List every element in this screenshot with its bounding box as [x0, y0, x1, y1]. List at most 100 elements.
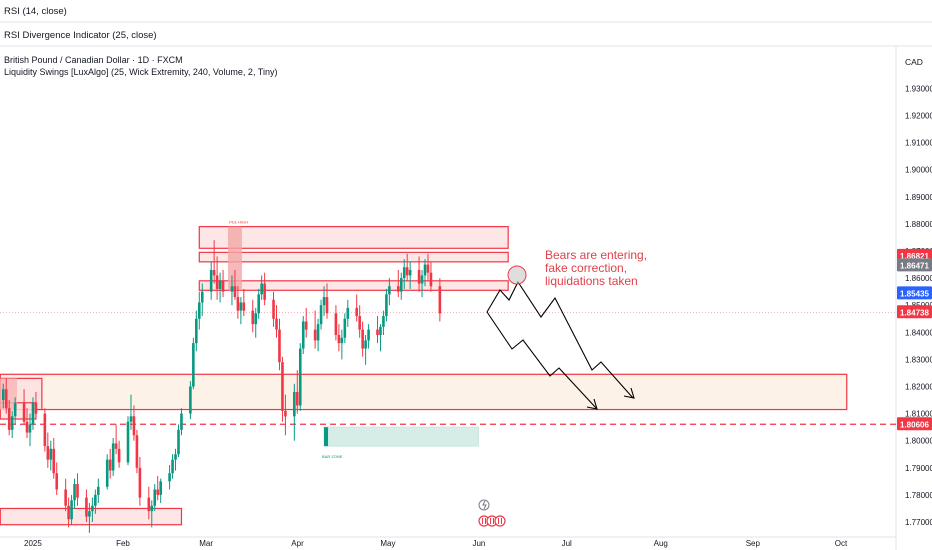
earnings-event-icon[interactable] — [494, 515, 506, 527]
candle-body — [189, 386, 192, 414]
candle-body — [111, 443, 115, 471]
candle-body — [174, 454, 177, 460]
zone-mid-supply — [198, 251, 509, 263]
candle-body — [355, 307, 358, 317]
price-tag-label: 1.86471 — [900, 261, 929, 270]
candle-body — [31, 402, 35, 425]
price-tick-label: 1.80000 — [905, 437, 932, 446]
price-tag — [897, 305, 932, 319]
time-tick-label: Apr — [291, 539, 304, 548]
candle-body — [10, 416, 14, 430]
candle-body — [13, 402, 17, 417]
time-tick-label: Aug — [654, 539, 668, 548]
candle-body — [396, 286, 400, 292]
candle-body — [215, 275, 219, 289]
left-block-highlight — [0, 378, 17, 410]
candle-body — [233, 286, 237, 298]
rsi-divergence-panel-label[interactable]: RSI Divergence Indicator (25, close) — [4, 30, 157, 41]
candle-body — [147, 497, 151, 512]
candle-body — [94, 494, 97, 506]
time-tick-label: Jun — [472, 539, 485, 548]
candle-body — [275, 318, 278, 330]
price-tick-label: 1.88000 — [905, 220, 932, 229]
candle-body — [200, 291, 204, 303]
candle-body — [405, 267, 409, 276]
candle-body — [218, 280, 222, 289]
price-tag-label: 1.84738 — [900, 308, 929, 317]
candle-body — [364, 340, 367, 349]
candle-body — [322, 297, 326, 306]
candle-body — [73, 484, 76, 501]
candle-body — [399, 278, 403, 292]
candle-body — [313, 329, 317, 341]
candle-body — [423, 264, 427, 276]
time-tick-label: Feb — [116, 539, 130, 548]
candle-body — [340, 337, 344, 344]
price-tick-label: 1.79000 — [905, 464, 932, 473]
candle-body — [108, 459, 112, 471]
time-tick-label: Sep — [746, 539, 761, 548]
price-tag-label: 1.85435 — [900, 289, 929, 298]
candle-body — [298, 348, 302, 406]
candle-body — [420, 275, 424, 284]
annotation-line-2: fake correction, — [545, 261, 628, 275]
candle-body — [129, 416, 133, 422]
time-tick-label: 2025 — [24, 539, 42, 548]
candle-body — [132, 416, 136, 436]
time-tick-label: Mar — [199, 539, 213, 548]
price-tick-label: 1.81000 — [905, 410, 932, 419]
candle-body — [316, 324, 320, 341]
candle-body — [376, 329, 379, 336]
candle-body — [221, 280, 225, 292]
candle-body — [385, 294, 388, 317]
candle-body — [334, 313, 338, 336]
price-tick-label: 1.84000 — [905, 328, 932, 337]
candle-body — [153, 489, 157, 506]
candle-body — [438, 286, 442, 314]
price-tick-label: 1.83000 — [905, 355, 932, 364]
price-tag-label: 1.86821 — [900, 252, 929, 261]
candle-body — [382, 316, 385, 327]
candle-body — [76, 484, 79, 498]
time-tick-label: May — [380, 539, 395, 548]
candle-body — [168, 473, 171, 482]
candle-body — [105, 459, 109, 487]
candle-body — [343, 318, 347, 338]
zone-upper-supply — [198, 226, 509, 249]
target-circle — [507, 265, 527, 285]
candle-body — [361, 329, 364, 349]
candle-body — [325, 297, 329, 314]
candle-body — [284, 410, 287, 417]
price-tick-label: 1.92000 — [905, 112, 932, 121]
candle-body — [417, 269, 421, 284]
candle-body — [138, 467, 142, 498]
candle-body — [251, 310, 255, 325]
rsi-panel-label[interactable]: RSI (14, close) — [4, 6, 67, 17]
annotation-line-1: Bears are entering, — [545, 248, 648, 262]
candle-body — [195, 318, 198, 344]
indicator-legend[interactable]: Liquidity Swings [LuxAlgo] (25, Wick Ext… — [4, 67, 278, 77]
candle-body — [97, 486, 100, 495]
price-tick-label: 1.77000 — [905, 518, 932, 527]
candle-body — [135, 435, 139, 468]
candle-body — [209, 269, 213, 292]
zone-top-label: PDL HIGH — [229, 220, 248, 225]
candle-body — [426, 264, 430, 273]
candle-body — [301, 321, 305, 349]
candle-body — [1, 389, 5, 401]
candle-body — [117, 448, 121, 463]
candle-body — [358, 316, 361, 330]
candle-body — [88, 511, 91, 517]
candle-body — [272, 299, 275, 319]
projection-path-lower — [486, 311, 598, 410]
candle-body — [156, 489, 160, 495]
candle-body — [126, 421, 130, 463]
price-tick-label: 1.90000 — [905, 166, 932, 175]
candle-body — [91, 505, 94, 512]
candle-body — [4, 389, 8, 409]
candle-body — [254, 313, 258, 325]
zone-demand-box — [323, 426, 480, 447]
currency-label: CAD — [905, 57, 923, 67]
candle-body — [34, 402, 38, 414]
